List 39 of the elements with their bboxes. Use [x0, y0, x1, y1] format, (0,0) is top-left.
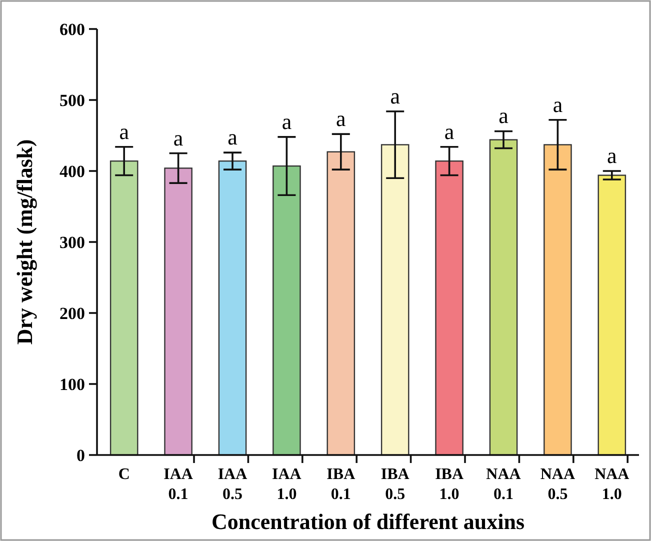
bar [272, 165, 301, 456]
bar [544, 144, 572, 456]
x-tick-label: NAA 0.5 [540, 466, 576, 503]
annotation: a [228, 124, 238, 150]
x-tick-label: IBA 1.0 [435, 466, 464, 503]
y-tick-label: 300 [60, 232, 85, 252]
y-tick-label: 600 [60, 20, 85, 39]
annotation: a [119, 118, 130, 144]
bar [435, 160, 464, 456]
y-tick-label: 0 [76, 446, 85, 465]
y-axis-title: Dry weight (mg/flask) [12, 139, 37, 345]
x-tick-label: IAA 0.1 [164, 466, 194, 503]
x-tick-label: IAA 1.0 [272, 466, 302, 503]
annotation: a [552, 92, 563, 117]
y-tick-label: 200 [60, 304, 85, 323]
y-tick-label: 100 [60, 374, 85, 394]
annotation: a [336, 106, 346, 132]
bar [326, 151, 356, 456]
annotation: a [444, 118, 454, 144]
bar [218, 160, 247, 456]
x-tick-label: C [118, 466, 130, 483]
bar [110, 160, 138, 456]
x-tick-label: IBA 0.1 [326, 466, 356, 503]
annotation: a [390, 83, 400, 108]
annotation: a [173, 125, 184, 150]
x-tick-label: NAA 1.0 [594, 466, 630, 503]
annotation: a [498, 103, 509, 128]
bar [489, 139, 518, 456]
annotation: a [607, 143, 618, 168]
bar [164, 168, 192, 456]
bar [598, 174, 626, 456]
annotation: a [282, 108, 292, 134]
bar [380, 144, 410, 456]
y-tick-label: 500 [60, 90, 85, 110]
y-tick-label: 400 [60, 162, 85, 181]
x-tick-label: NAA 0.1 [486, 466, 522, 503]
x-axis-title: Concentration of different auxins [211, 509, 525, 534]
x-tick-label: IAA 0.5 [218, 466, 248, 503]
x-tick-label: IBA 0.5 [380, 466, 410, 503]
